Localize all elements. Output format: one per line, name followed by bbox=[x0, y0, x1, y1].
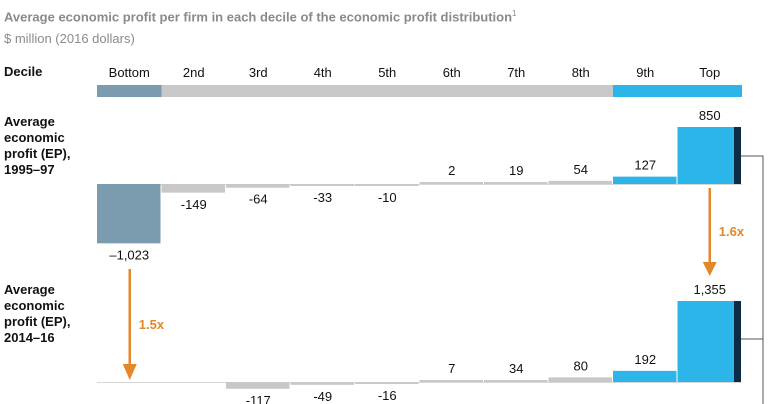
bar bbox=[419, 182, 483, 184]
row-label-line: Average bbox=[4, 114, 55, 129]
bar bbox=[484, 182, 548, 184]
category-label: 8th bbox=[572, 65, 590, 80]
bar bbox=[161, 184, 225, 193]
bar bbox=[226, 382, 290, 389]
data-label: 34 bbox=[509, 361, 523, 376]
data-label: 19 bbox=[509, 163, 523, 178]
category-label: Bottom bbox=[109, 65, 150, 80]
data-label: -117 bbox=[246, 393, 271, 404]
row-label-line: 2014–16 bbox=[4, 330, 55, 345]
bar bbox=[290, 382, 354, 385]
bar bbox=[613, 370, 677, 382]
decile-band-segment bbox=[290, 85, 355, 97]
category-label: 2nd bbox=[183, 65, 205, 80]
decline-label: 1.5x bbox=[139, 317, 165, 332]
row-label-line: Average bbox=[4, 282, 55, 297]
data-label: 7 bbox=[448, 361, 455, 376]
decile-band-segment bbox=[419, 85, 484, 97]
decline-arrow-head bbox=[122, 364, 137, 380]
bracket-line bbox=[741, 155, 764, 404]
bar bbox=[355, 184, 419, 186]
category-label: 5th bbox=[378, 65, 396, 80]
data-label: -149 bbox=[181, 197, 207, 212]
data-label: –1,023 bbox=[109, 247, 149, 262]
bar bbox=[677, 301, 741, 382]
decile-band-segment bbox=[548, 85, 613, 97]
row-label-ep-2014: Average economic profit (EP), 2014–16 bbox=[4, 282, 70, 346]
bar bbox=[226, 184, 290, 188]
bar bbox=[484, 380, 548, 382]
decile-band-segment bbox=[97, 85, 162, 97]
category-label: 4th bbox=[314, 65, 332, 80]
data-label: 54 bbox=[574, 162, 588, 177]
data-label: 127 bbox=[634, 158, 656, 173]
data-label: -33 bbox=[313, 190, 332, 205]
data-label: 192 bbox=[634, 352, 656, 367]
bar bbox=[613, 176, 677, 184]
row-label-line: profit (EP), bbox=[4, 314, 71, 329]
data-label: 1,355 bbox=[693, 282, 726, 297]
category-label: 7th bbox=[507, 65, 525, 80]
bar bbox=[419, 380, 483, 382]
bar bbox=[355, 382, 419, 384]
row-label-ep-1995: Average economic profit (EP), 1995–97 bbox=[4, 114, 70, 178]
decile-band-segment bbox=[484, 85, 549, 97]
growth-label: 1.6x bbox=[719, 224, 745, 239]
growth-arrow-head bbox=[702, 262, 717, 276]
decile-band-segment bbox=[677, 85, 742, 97]
row-label-line: 1995–97 bbox=[4, 162, 55, 177]
row-label-line: profit (EP), bbox=[4, 146, 71, 161]
data-label: -16 bbox=[378, 388, 397, 403]
decile-band-segment bbox=[355, 85, 420, 97]
decile-band-segment bbox=[613, 85, 678, 97]
bar bbox=[97, 184, 161, 244]
bar-edge bbox=[734, 301, 741, 382]
bar bbox=[677, 127, 741, 184]
data-label: 80 bbox=[574, 358, 588, 373]
category-label: 3rd bbox=[249, 65, 268, 80]
bar bbox=[290, 184, 354, 186]
data-label: -49 bbox=[313, 389, 332, 404]
chart-subtitle: $ million (2016 dollars) bbox=[4, 31, 135, 46]
category-label: 9th bbox=[636, 65, 654, 80]
bar-edge bbox=[734, 127, 741, 184]
category-label: Top bbox=[699, 65, 720, 80]
decile-header: Decile bbox=[4, 64, 43, 79]
bar bbox=[548, 377, 612, 382]
data-label: -64 bbox=[249, 192, 268, 207]
data-label: 850 bbox=[699, 108, 721, 123]
row-label-line: economic bbox=[4, 130, 65, 145]
row-label-line: economic bbox=[4, 298, 65, 313]
category-label: 6th bbox=[443, 65, 461, 80]
chart-title: Average economic profit per firm in each… bbox=[4, 9, 517, 25]
data-label: -10 bbox=[378, 190, 397, 205]
decile-band-segment bbox=[226, 85, 291, 97]
decile-band-segment bbox=[161, 85, 226, 97]
data-label: 2 bbox=[448, 163, 455, 178]
bar bbox=[548, 180, 612, 184]
